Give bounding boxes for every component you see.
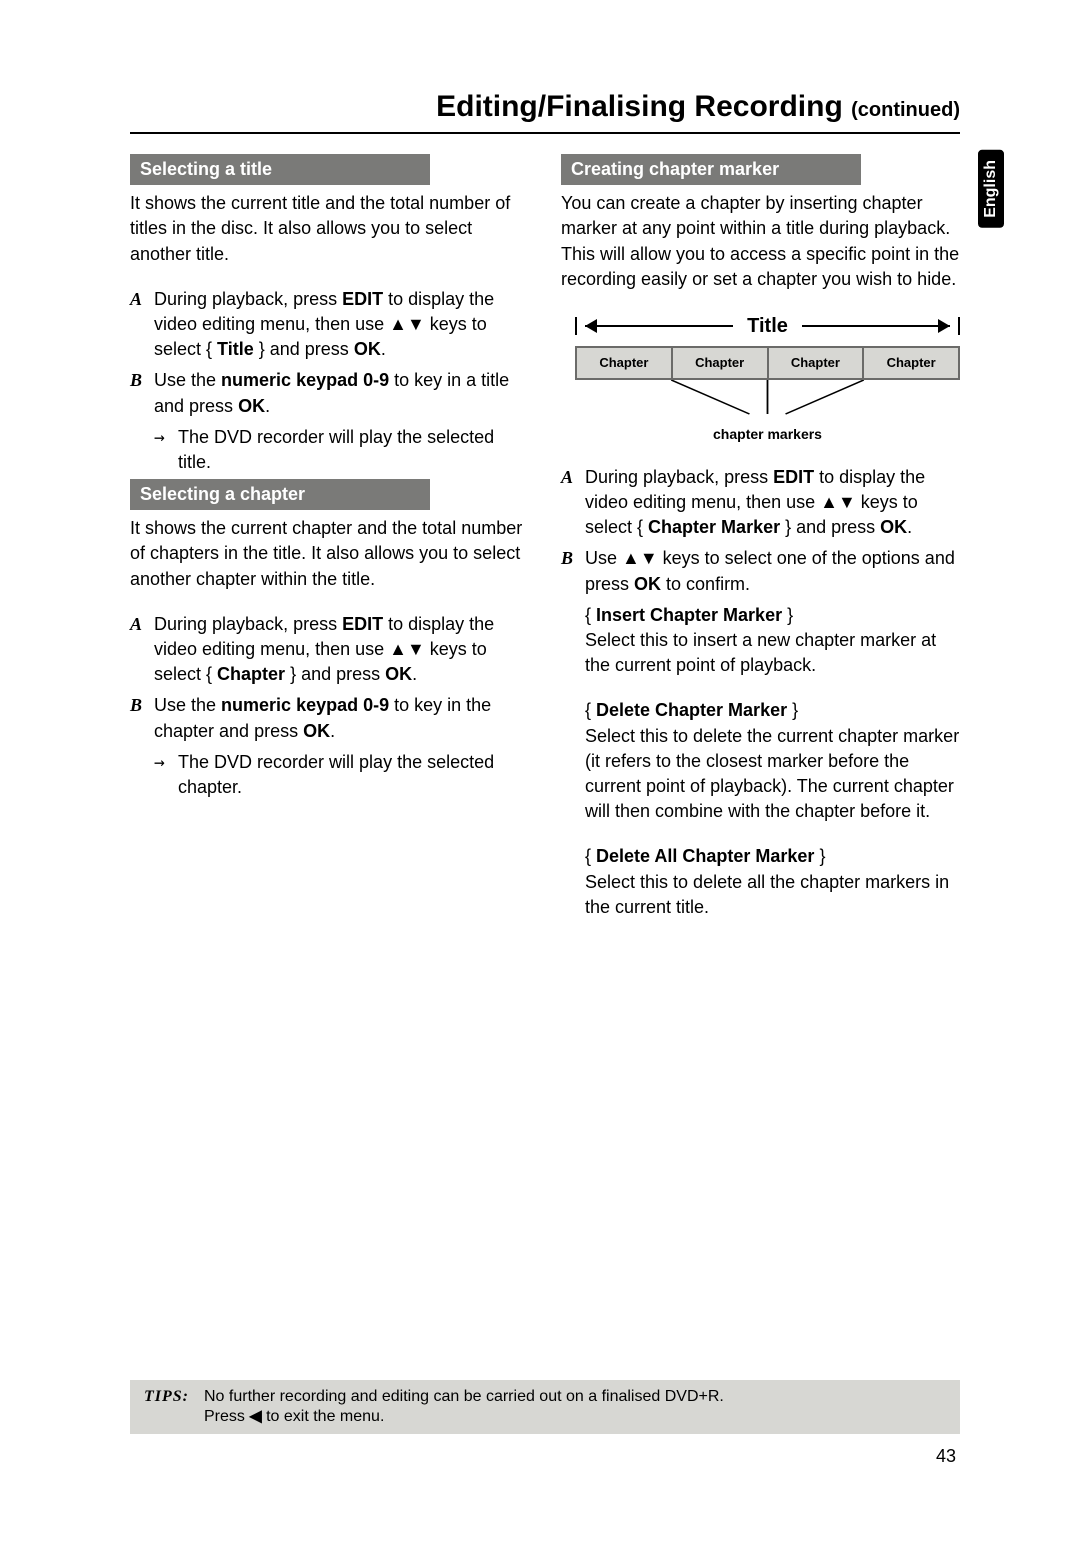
page-title: Editing/Finalising Recording (continued) [130,90,960,134]
step-marker: B [130,693,154,743]
diagram-title: Title [741,312,794,340]
chapter-diagram: Title Chapter Chapter Chapter Chapter ch… [575,312,960,445]
arrow-left-icon [585,319,733,333]
step-body: Use ▲▼ keys to select one of the options… [585,546,960,596]
step-body: During playback, press EDIT to display t… [154,287,529,363]
diagram-bracket [958,317,960,335]
chapter-cell: Chapter [577,348,673,378]
option-title: { Delete All Chapter Marker } [585,844,960,869]
step-body: During playback, press EDIT to display t… [585,465,960,541]
step-marker: A [561,465,585,541]
section-heading-marker: Creating chapter marker [561,154,861,185]
option-block: { Delete Chapter Marker } Select this to… [561,698,960,824]
chapter-cell: Chapter [864,348,958,378]
result-text: The DVD recorder will play the selected … [178,750,529,800]
marker-lines-icon [575,380,960,416]
arrow-icon: → [154,425,178,475]
section-heading-title: Selecting a title [130,154,430,185]
creating-marker-intro: You can create a chapter by inserting ch… [561,191,960,292]
tips-bar: TIPS: No further recording and editing c… [130,1380,960,1434]
left-column: Selecting a title It shows the current t… [130,154,529,940]
step-item: B Use the numeric keypad 0-9 to key in a… [130,368,529,418]
option-body: Select this to insert a new chapter mark… [585,628,960,678]
chapter-cell: Chapter [769,348,865,378]
option-block: { Insert Chapter Marker } Select this to… [561,603,960,679]
step-body: During playback, press EDIT to display t… [154,612,529,688]
step-body: Use the numeric keypad 0-9 to key in the… [154,693,529,743]
result-text: The DVD recorder will play the selected … [178,425,529,475]
step-marker: A [130,612,154,688]
right-column: Creating chapter marker You can create a… [561,154,960,940]
page-number: 43 [130,1446,960,1467]
selecting-chapter-intro: It shows the current chapter and the tot… [130,516,529,592]
title-continued: (continued) [851,99,960,121]
option-title: { Insert Chapter Marker } [585,603,960,628]
language-tab: English [978,150,1004,228]
step-body: Use the numeric keypad 0-9 to key in a t… [154,368,529,418]
option-body: Select this to delete all the chapter ma… [585,870,960,920]
tips-line: Press ◀ to exit the menu. [204,1406,724,1426]
step-item: B Use the numeric keypad 0-9 to key in t… [130,693,529,743]
option-block: { Delete All Chapter Marker } Select thi… [561,844,960,920]
tips-body: No further recording and editing can be … [204,1388,724,1426]
diagram-bracket [575,317,577,335]
result-item: → The DVD recorder will play the selecte… [130,425,529,475]
chapter-cell: Chapter [673,348,769,378]
step-marker: B [130,368,154,418]
diagram-caption: chapter markers [575,425,960,445]
tips-line: No further recording and editing can be … [204,1388,724,1406]
title-main: Editing/Finalising Recording [436,90,843,123]
option-title: { Delete Chapter Marker } [585,698,960,723]
option-body: Select this to delete the current chapte… [585,724,960,825]
arrow-icon: → [154,750,178,800]
result-item: → The DVD recorder will play the selecte… [130,750,529,800]
arrow-right-icon [802,319,950,333]
step-marker: A [130,287,154,363]
step-marker: B [561,546,585,596]
step-item: A During playback, press EDIT to display… [130,287,529,363]
step-item: B Use ▲▼ keys to select one of the optio… [561,546,960,596]
section-heading-chapter: Selecting a chapter [130,479,430,510]
chapter-row: Chapter Chapter Chapter Chapter [575,346,960,380]
step-item: A During playback, press EDIT to display… [130,612,529,688]
tips-label: TIPS: [144,1388,204,1426]
step-item: A During playback, press EDIT to display… [561,465,960,541]
selecting-title-intro: It shows the current title and the total… [130,191,529,267]
